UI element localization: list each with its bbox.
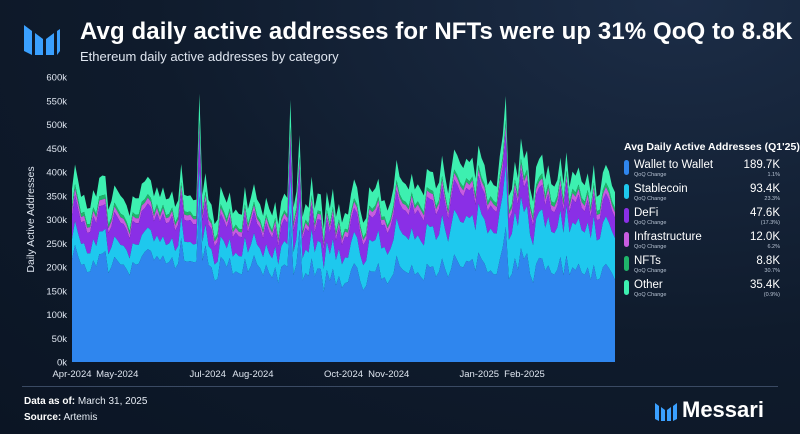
data-as-of-value: March 31, 2025 <box>77 396 148 407</box>
y-axis: 0k 50k 100k 150k 200k 250k 300k 350k 400k 450k 500… <box>46 73 67 369</box>
data-as-of-label: Data as of: <box>24 396 76 407</box>
data-as-of: Data as of: March 31, 2025 <box>24 396 147 407</box>
brand-name: Messari <box>682 397 764 422</box>
legend-qoq-change: (17.3%) <box>760 220 780 226</box>
legend-value: 189.7K <box>743 159 780 171</box>
y-tick-label: 400k <box>46 168 67 179</box>
source-label: Source: <box>24 412 62 423</box>
legend-item-nfts: NFTs QoQ Change 8.8K 30.7% <box>624 254 790 278</box>
legend-value: 8.8K <box>756 255 780 267</box>
legend-item-infrastructure: Infrastructure QoQ Change 12.0K 6.2% <box>624 230 790 254</box>
y-tick-label: 100k <box>46 310 67 321</box>
legend-name: Wallet to Wallet <box>634 159 714 171</box>
y-tick-label: 50k <box>52 334 68 345</box>
legend-name: Stablecoin <box>634 183 688 195</box>
x-axis: Apr-2024 May-2024 Jul-2024 Aug-2024 Oct-2024… <box>52 369 544 380</box>
legend-value: 12.0K <box>749 231 780 243</box>
legend-swatch <box>624 232 629 247</box>
area-other <box>72 93 615 243</box>
legend-item-wallet-to-wallet: Wallet to Wallet QoQ Change 189.7K 1.1% <box>624 158 790 182</box>
y-tick-label: 0k <box>57 358 67 369</box>
legend-qoq-label: QoQ Change <box>634 244 667 250</box>
legend-qoq-change: 1.1% <box>767 172 780 178</box>
y-tick-label: 200k <box>46 263 67 274</box>
x-tick-label: Jul-2024 <box>190 369 226 380</box>
legend-qoq-label: QoQ Change <box>634 172 667 178</box>
legend-qoq-label: QoQ Change <box>634 268 667 274</box>
area-infrastructure <box>72 124 615 250</box>
legend: Avg Daily Active Addresses (Q1'25) Walle… <box>624 141 800 302</box>
legend-item-defi: DeFi QoQ Change 47.6K (17.3%) <box>624 206 790 230</box>
y-tick-label: 550k <box>46 96 67 107</box>
chart-title: Avg daily active addresses for NFTs were… <box>80 18 793 45</box>
messari-logo-icon <box>24 25 60 55</box>
y-tick-label: 450k <box>46 144 67 155</box>
legend-qoq-change: (0.9%) <box>763 292 780 298</box>
y-tick-label: 500k <box>46 120 67 131</box>
area-wallet-to-wallet <box>72 196 615 362</box>
x-tick-label: Nov-2024 <box>368 369 409 380</box>
legend-qoq-label: QoQ Change <box>634 292 667 298</box>
brand: Messari <box>654 397 784 425</box>
y-tick-label: 150k <box>46 286 67 297</box>
legend-qoq-label: QoQ Change <box>634 220 667 226</box>
y-tick-label: 300k <box>46 215 67 226</box>
area-stablecoin <box>72 165 615 292</box>
x-tick-label: Apr-2024 <box>52 369 91 380</box>
legend-swatch <box>624 184 629 199</box>
legend-swatch <box>624 208 629 223</box>
legend-name: Other <box>634 279 663 291</box>
legend-title: Avg Daily Active Addresses (Q1'25) <box>624 141 800 153</box>
y-tick-label: 250k <box>46 239 67 250</box>
area-layers <box>72 93 615 362</box>
legend-item-other: Other QoQ Change 35.4K (0.9%) <box>624 278 790 302</box>
y-tick-label: 600k <box>46 73 67 84</box>
x-tick-label: Jan-2025 <box>459 369 499 380</box>
source: Source: Artemis <box>24 412 97 423</box>
legend-name: DeFi <box>634 207 659 219</box>
legend-name: Infrastructure <box>634 231 702 243</box>
footer-divider <box>22 386 778 387</box>
messari-brand-icon <box>655 403 677 421</box>
legend-item-stablecoin: Stablecoin QoQ Change 93.4K 23.3% <box>624 182 790 206</box>
legend-value: 93.4K <box>749 183 780 195</box>
legend-qoq-change: 23.3% <box>764 196 780 202</box>
legend-name: NFTs <box>634 255 661 267</box>
legend-qoq-change: 30.7% <box>764 268 780 274</box>
chart-subtitle: Ethereum daily active addresses by categ… <box>80 49 339 64</box>
legend-qoq-label: QoQ Change <box>634 196 667 202</box>
source-value: Artemis <box>63 412 98 423</box>
x-tick-label: Aug-2024 <box>232 369 273 380</box>
y-tick-label: 350k <box>46 191 67 202</box>
legend-swatch <box>624 280 629 295</box>
x-tick-label: May-2024 <box>96 369 138 380</box>
legend-value: 35.4K <box>749 279 780 291</box>
legend-value: 47.6K <box>749 207 780 219</box>
y-axis-label: Daily Active Addresses <box>25 166 37 272</box>
x-tick-label: Oct-2024 <box>324 369 363 380</box>
legend-swatch <box>624 160 629 175</box>
legend-qoq-change: 6.2% <box>767 244 780 250</box>
area-defi <box>72 132 615 269</box>
legend-swatch <box>624 256 629 271</box>
x-tick-label: Feb-2025 <box>504 369 545 380</box>
